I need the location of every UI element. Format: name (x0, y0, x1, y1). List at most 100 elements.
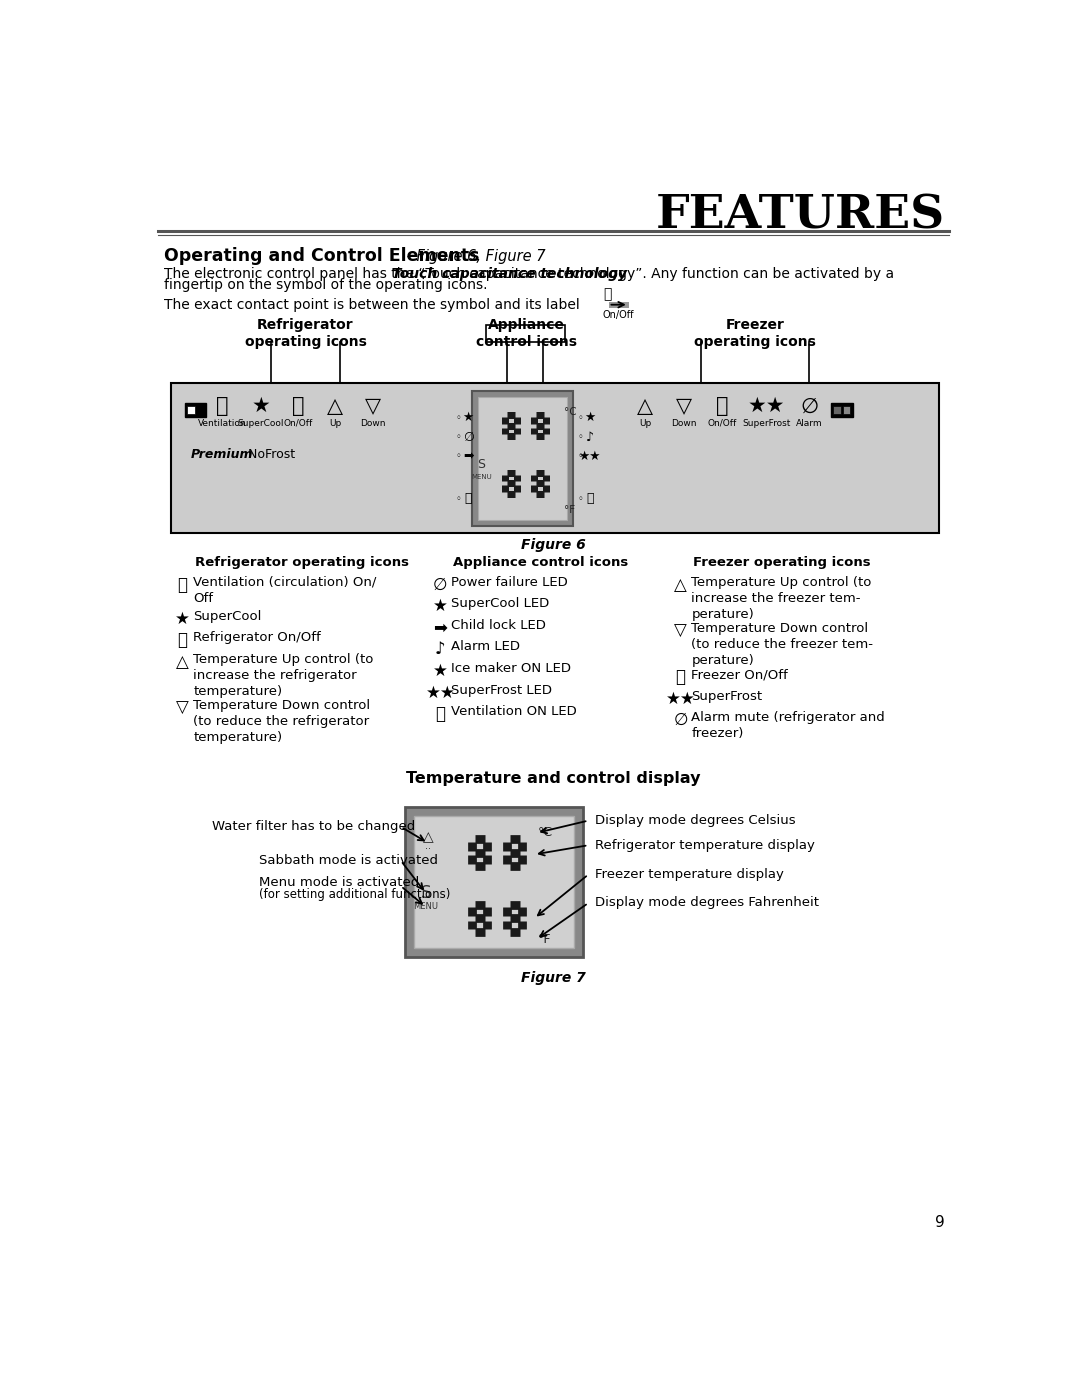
Text: °C: °C (538, 827, 553, 840)
Text: Temperature Up control (to
increase the freezer tem-
perature): Temperature Up control (to increase the … (691, 576, 872, 620)
Text: Water filter has to be changed: Water filter has to be changed (213, 820, 416, 833)
Text: SuperFrost LED: SuperFrost LED (451, 683, 552, 697)
Text: MENU: MENU (471, 474, 491, 481)
Text: NoFrost: NoFrost (243, 448, 295, 461)
Text: Temperature Up control (to
increase the refrigerator
temperature): Temperature Up control (to increase the … (193, 652, 374, 697)
Text: Up: Up (639, 419, 651, 427)
Text: Temperature Down control
(to reduce the refrigerator
temperature): Temperature Down control (to reduce the … (193, 698, 370, 745)
Text: Alarm mute (refrigerator and
freezer): Alarm mute (refrigerator and freezer) (691, 711, 886, 740)
Text: ▽: ▽ (676, 397, 691, 416)
Text: ➡: ➡ (433, 619, 447, 637)
Text: ∅: ∅ (800, 397, 819, 416)
Text: ★: ★ (252, 397, 270, 416)
Bar (414, 816, 573, 947)
Bar (405, 806, 583, 957)
Text: 9: 9 (935, 1215, 945, 1229)
Text: △: △ (637, 397, 653, 416)
Text: △: △ (674, 576, 687, 594)
Text: ♪: ♪ (586, 430, 594, 444)
Text: MENU: MENU (414, 902, 438, 911)
Text: fingertip on the symbol of the operating icons.: fingertip on the symbol of the operating… (164, 278, 487, 292)
Text: Alarm: Alarm (796, 419, 823, 427)
Text: ★★: ★★ (665, 690, 696, 708)
Text: Freezer On/Off: Freezer On/Off (691, 668, 788, 682)
Text: ◦: ◦ (456, 451, 461, 461)
Bar (187, 407, 194, 414)
Text: ··: ·· (424, 844, 431, 854)
Text: Alarm LED: Alarm LED (451, 640, 521, 654)
Text: SuperCool: SuperCool (238, 419, 284, 427)
Text: °F: °F (564, 506, 575, 515)
Text: ★: ★ (462, 411, 474, 425)
Text: ★★: ★★ (747, 397, 785, 416)
Text: Freezer
operating icons: Freezer operating icons (694, 317, 815, 349)
Bar (486, 326, 565, 342)
Bar (472, 391, 572, 525)
Text: Menu mode is activated: Menu mode is activated (259, 876, 419, 888)
Text: ★: ★ (584, 411, 595, 425)
Bar (478, 397, 567, 520)
Text: ▽: ▽ (365, 397, 381, 416)
Text: ∅: ∅ (673, 711, 688, 729)
Text: ◦: ◦ (578, 414, 583, 423)
Text: The exact contact point is between the symbol and its label: The exact contact point is between the s… (164, 298, 580, 312)
Text: Ice maker ON LED: Ice maker ON LED (451, 662, 571, 675)
Text: Temperature and control display: Temperature and control display (406, 771, 701, 785)
Text: Operating and Control Elements: Operating and Control Elements (164, 247, 480, 265)
Text: ⏻: ⏻ (604, 288, 612, 302)
Text: ◦: ◦ (456, 493, 461, 504)
Text: Refrigerator
operating icons: Refrigerator operating icons (244, 317, 366, 349)
Text: △: △ (176, 652, 189, 671)
Text: ⏻: ⏻ (293, 397, 305, 416)
Text: On/Off: On/Off (284, 419, 313, 427)
Text: Down: Down (360, 419, 386, 427)
Text: Up: Up (328, 419, 341, 427)
Text: FEATURES: FEATURES (656, 193, 945, 239)
Text: Appliance
control icons: Appliance control icons (476, 317, 577, 349)
Text: ◦: ◦ (456, 432, 461, 441)
Text: Child lock LED: Child lock LED (451, 619, 546, 631)
Bar (172, 383, 939, 534)
Text: Ventilation: Ventilation (198, 419, 246, 427)
Text: Premium: Premium (191, 448, 254, 461)
Text: ⤶: ⤶ (586, 492, 594, 506)
Text: ∅: ∅ (463, 430, 474, 444)
Text: ★: ★ (433, 662, 448, 680)
Bar (843, 407, 850, 414)
Text: ⤶: ⤶ (216, 397, 228, 416)
Text: ★★: ★★ (579, 450, 602, 462)
Text: ★★: ★★ (426, 683, 456, 701)
Text: ∅: ∅ (433, 576, 447, 594)
Text: - Figure 6, Figure 7: - Figure 6, Figure 7 (403, 249, 545, 264)
Text: ◦: ◦ (578, 432, 583, 441)
Text: ⏻: ⏻ (716, 397, 729, 416)
Text: ▽: ▽ (674, 622, 687, 640)
Bar (834, 407, 841, 414)
Text: Display mode degrees Fahrenheit: Display mode degrees Fahrenheit (595, 897, 819, 909)
Text: Refrigerator operating icons: Refrigerator operating icons (194, 556, 408, 569)
Text: Down: Down (671, 419, 697, 427)
Text: ⤶: ⤶ (177, 576, 187, 594)
Text: SuperFrost: SuperFrost (691, 690, 762, 703)
Text: △: △ (422, 831, 433, 845)
Text: SuperFrost: SuperFrost (742, 419, 791, 427)
Text: Touch capacitance technology: Touch capacitance technology (392, 267, 627, 281)
Text: S: S (420, 884, 431, 902)
Text: The electronic control panel has the “Touch capacitance technology”. Any functio: The electronic control panel has the “To… (164, 267, 894, 281)
Text: Freezer operating icons: Freezer operating icons (693, 556, 870, 569)
Text: SuperCool LED: SuperCool LED (451, 598, 550, 610)
Text: °F: °F (538, 933, 552, 946)
Text: Refrigerator On/Off: Refrigerator On/Off (193, 631, 321, 644)
Text: ◦: ◦ (578, 451, 583, 461)
Text: °C: °C (564, 407, 577, 416)
Text: Sabbath mode is activated: Sabbath mode is activated (259, 854, 438, 868)
Text: ▽: ▽ (176, 698, 189, 717)
Text: ⤶: ⤶ (435, 705, 445, 724)
Text: SuperCool: SuperCool (193, 609, 261, 623)
Bar (831, 404, 852, 418)
Text: ➡: ➡ (463, 450, 473, 462)
Text: Display mode degrees Celsius: Display mode degrees Celsius (595, 814, 795, 827)
Text: Figure 6: Figure 6 (522, 538, 585, 552)
Text: Refrigerator temperature display: Refrigerator temperature display (595, 838, 814, 852)
Text: ★: ★ (175, 609, 190, 627)
